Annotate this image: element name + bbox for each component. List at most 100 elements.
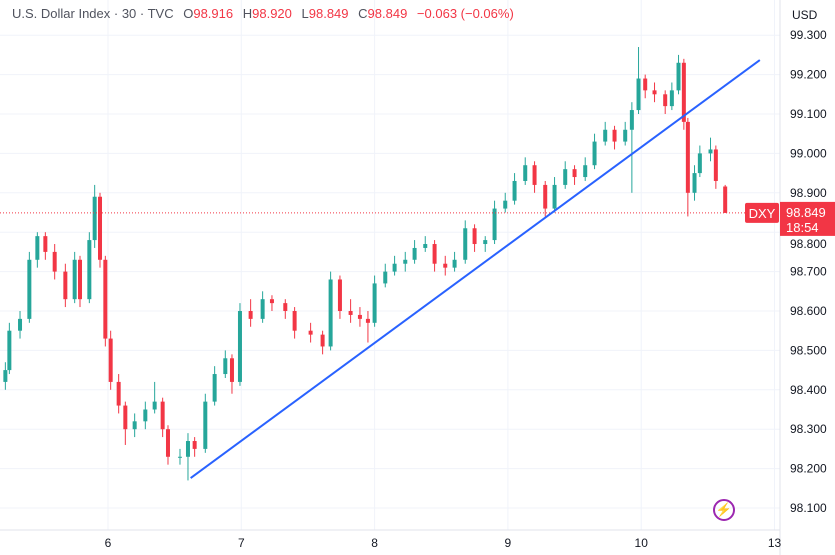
trendline[interactable]	[190, 59, 761, 479]
candle-body	[512, 180, 517, 201]
candle	[623, 121, 628, 146]
lightning-icon[interactable]: ⚡	[713, 499, 735, 521]
candle	[512, 173, 517, 205]
candle	[248, 299, 253, 327]
y-tick-label: 99.200	[790, 68, 827, 82]
candle-body	[165, 429, 170, 457]
grid	[0, 0, 780, 530]
candle	[372, 275, 377, 327]
price-axis[interactable]: 98.100 98.200 98.300 98.400 98.500 98.600 98.7…	[790, 28, 827, 515]
candle-body	[643, 78, 648, 91]
candle	[532, 161, 537, 193]
candle	[78, 255, 83, 308]
candle-body	[523, 165, 528, 181]
candle	[43, 232, 48, 260]
time-axis[interactable]: 6 7 8 9 10 13	[105, 536, 782, 550]
x-tick-label: 9	[505, 536, 512, 550]
y-tick-label: 98.700	[790, 265, 827, 279]
y-tick-label: 98.200	[790, 462, 827, 476]
candle-body	[123, 405, 128, 430]
candle-body	[676, 62, 681, 91]
candle	[713, 145, 718, 189]
candle-body	[35, 236, 40, 260]
candle-body	[652, 90, 657, 95]
candle-body	[116, 381, 121, 406]
candle-body	[223, 358, 228, 375]
candle-body	[248, 311, 253, 319]
price-value: 98.849	[786, 205, 826, 220]
candle	[308, 322, 313, 343]
candle-body	[365, 318, 370, 323]
high-label: H	[242, 6, 253, 21]
candle-body	[185, 441, 190, 457]
candle-body	[7, 330, 12, 371]
candle-body	[472, 228, 477, 245]
candle-body	[328, 279, 333, 347]
candle-body	[463, 228, 468, 260]
candle-body	[383, 271, 388, 284]
candle	[123, 401, 128, 445]
candle	[292, 307, 297, 339]
candle	[552, 177, 557, 213]
candle	[636, 47, 641, 114]
candle-body	[229, 358, 234, 382]
candle	[676, 54, 681, 95]
candle-body	[52, 251, 57, 272]
candle	[669, 82, 674, 111]
x-tick-label: 7	[238, 536, 245, 550]
candle	[132, 413, 137, 438]
candle-body	[392, 263, 397, 272]
candle	[27, 251, 32, 323]
candle	[432, 240, 437, 272]
currency-label[interactable]: USD	[792, 8, 818, 22]
y-tick-label: 98.300	[790, 422, 827, 436]
candle	[18, 311, 23, 339]
candle-body	[72, 259, 77, 300]
candle-body	[532, 165, 537, 185]
candle	[116, 374, 121, 414]
candle-body	[681, 62, 686, 122]
x-tick-label: 8	[371, 536, 378, 550]
candle	[463, 220, 468, 264]
candle	[503, 192, 508, 213]
candle-body	[552, 184, 557, 209]
candle	[643, 74, 648, 99]
candle-body	[237, 311, 242, 382]
y-tick-label: 98.400	[790, 383, 827, 397]
candle-body	[18, 318, 23, 331]
candle-body	[177, 456, 182, 458]
candle	[483, 236, 488, 252]
candle	[63, 263, 68, 308]
candle-body	[543, 184, 548, 209]
candle-body	[563, 169, 568, 185]
candle-body	[572, 169, 577, 178]
candle-body	[483, 240, 488, 245]
candle	[443, 255, 448, 276]
candle	[652, 82, 657, 103]
symbol-title[interactable]: U.S. Dollar Index · 30 · TVC	[12, 6, 174, 21]
candle-body	[423, 244, 428, 248]
candle-body	[663, 94, 668, 107]
candle-body	[636, 78, 641, 111]
candle	[152, 381, 157, 414]
open-label: O	[183, 6, 194, 21]
candle-body	[283, 303, 288, 311]
candle-body	[43, 236, 48, 252]
candle	[723, 184, 728, 213]
candle-body	[160, 401, 165, 430]
candle	[52, 244, 57, 280]
candle-body	[27, 259, 32, 319]
candle	[165, 425, 170, 465]
candle-body	[685, 121, 690, 193]
candle-body	[143, 409, 148, 422]
price-badge	[780, 201, 835, 236]
y-tick-label: 98.800	[790, 237, 827, 251]
candle	[603, 121, 608, 146]
y-tick-label: 99.100	[790, 107, 827, 121]
candle	[572, 165, 577, 185]
candle	[523, 157, 528, 185]
candle-body	[98, 196, 103, 260]
countdown: 18:54	[786, 220, 819, 235]
candle-body	[503, 200, 508, 209]
